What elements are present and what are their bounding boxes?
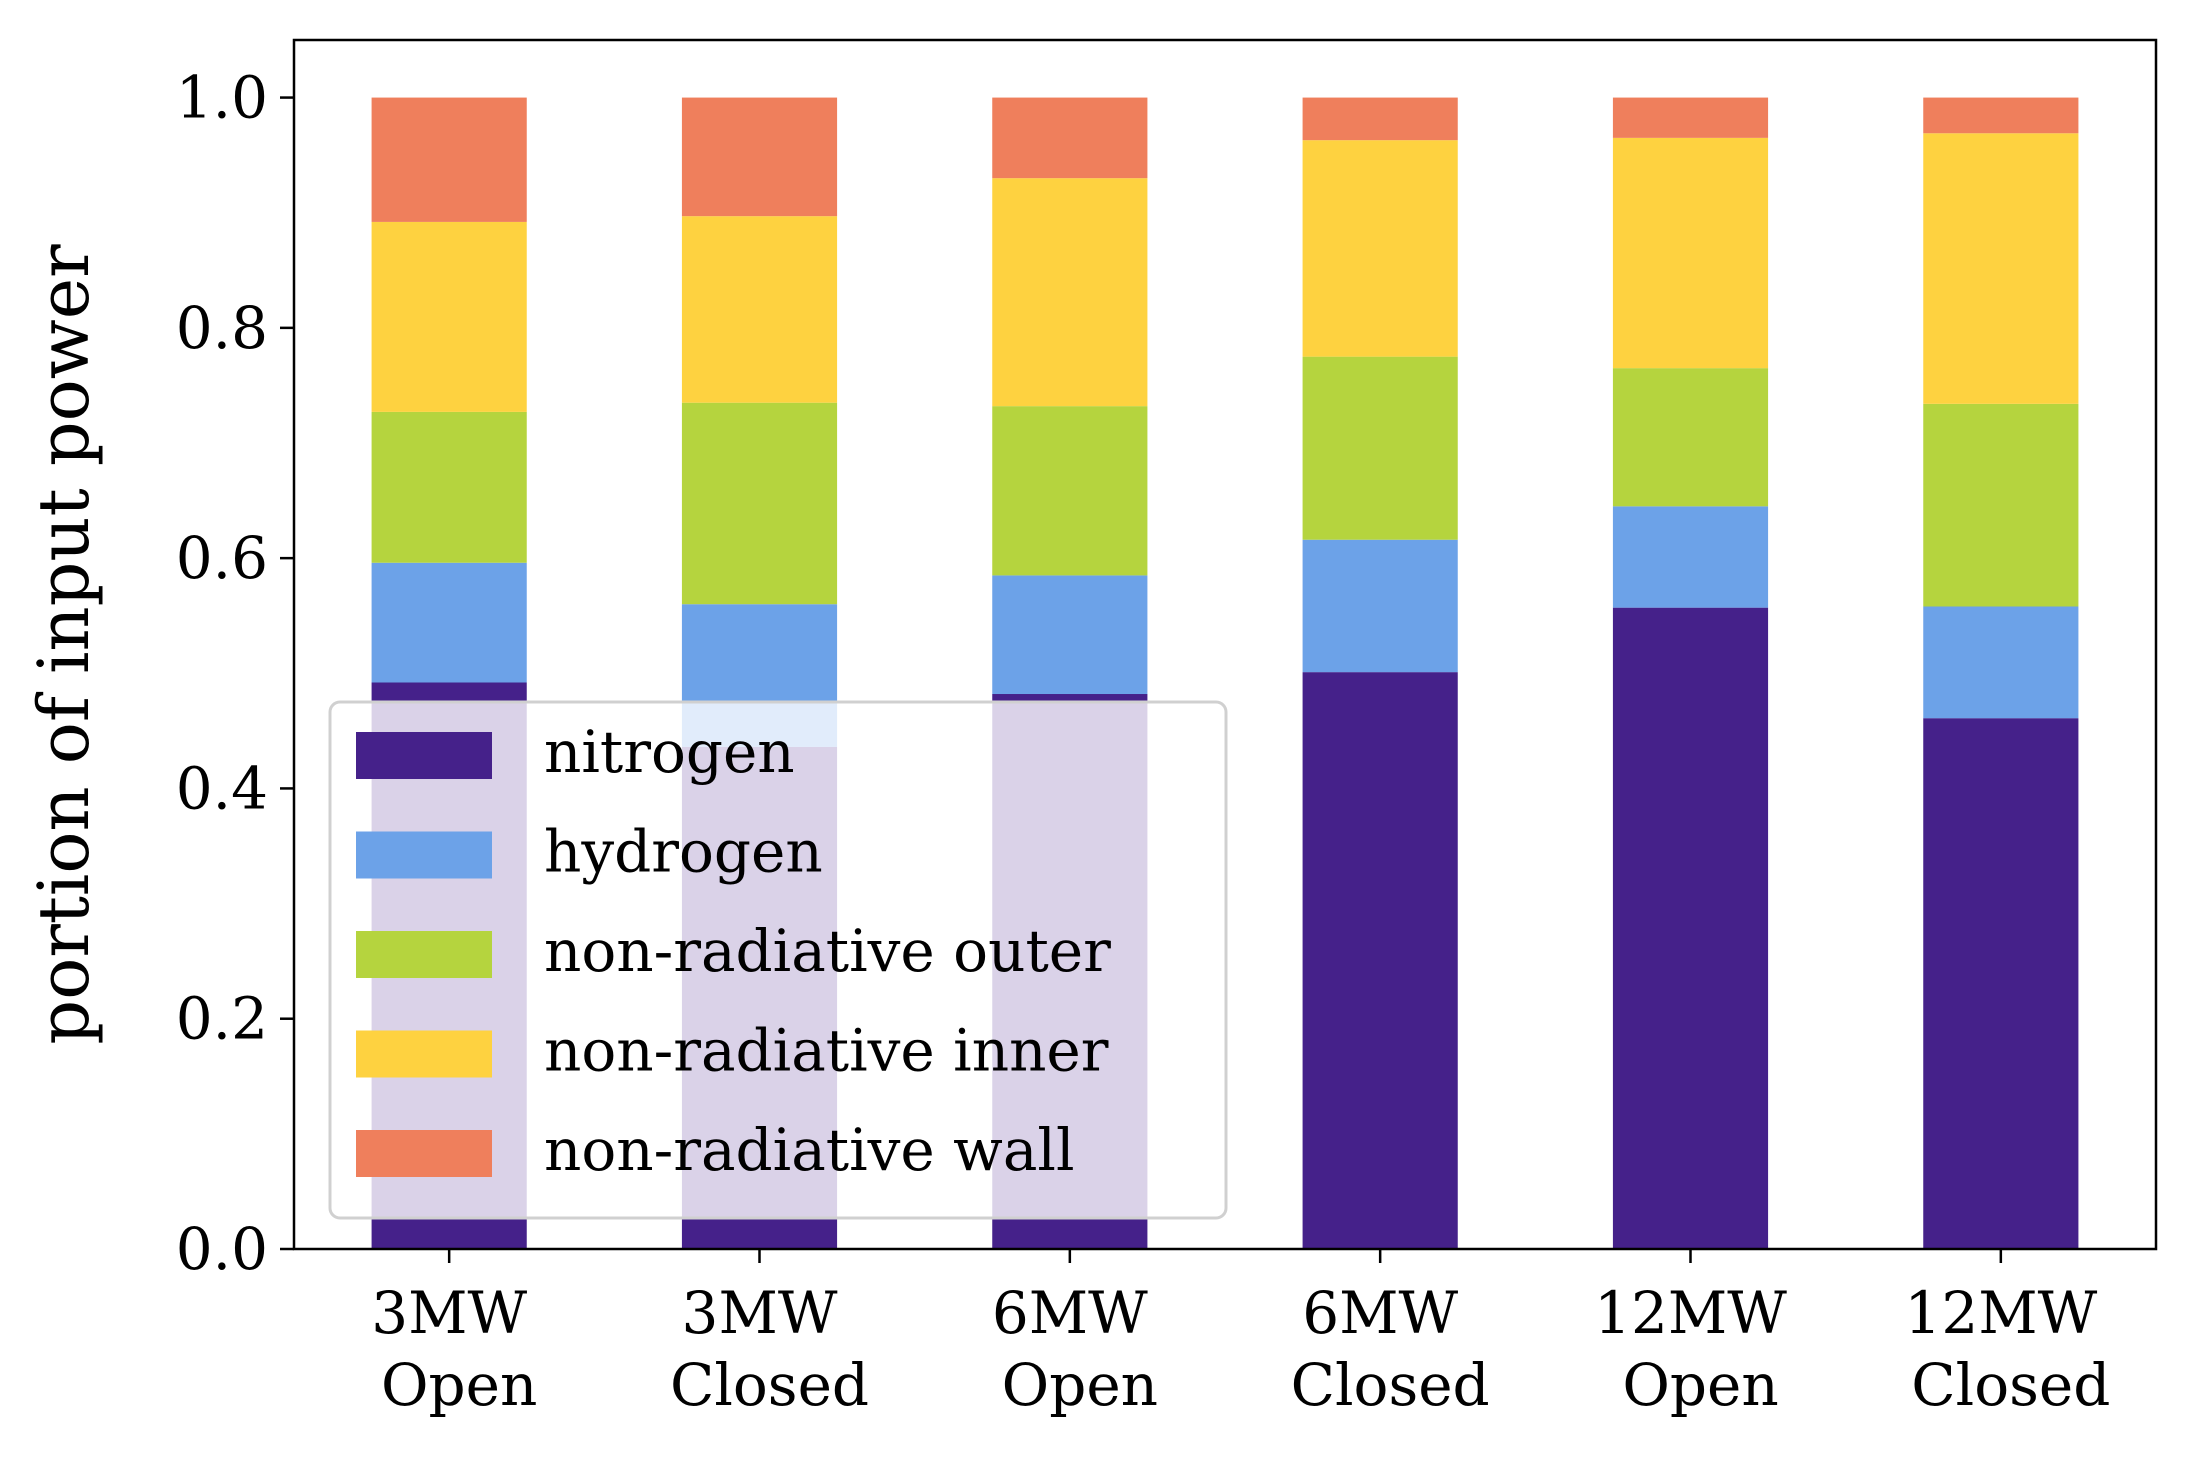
bar-non-radiative-wall-2	[992, 97, 1148, 179]
bar-non-radiative-wall-3	[1302, 97, 1458, 141]
legend-label-nitrogen: nitrogen	[544, 718, 795, 786]
bar-non-radiative-outer-5	[1923, 403, 2079, 607]
y-tick-label: 0.0	[176, 1215, 268, 1283]
x-tick-label: 3MW	[682, 1279, 838, 1347]
bar-non-radiative-wall-0	[371, 97, 527, 222]
bar-nitrogen-5	[1923, 718, 2079, 1249]
legend: nitrogen hydrogen non-radiative outer non-r…	[328, 700, 1228, 1220]
y-tick-label: 0.4	[176, 754, 268, 822]
bar-hydrogen-4	[1612, 506, 1769, 608]
legend-label-hydrogen: hydrogen	[544, 818, 823, 886]
legend-label-non-radiative-wall: non-radiative wall	[544, 1116, 1075, 1184]
y-tick-label: 0.2	[176, 985, 268, 1053]
bar-non-radiative-inner-0	[371, 221, 527, 412]
bar-non-radiative-outer-2	[992, 406, 1148, 576]
legend-swatch-nitrogen	[356, 732, 492, 779]
bar-nitrogen-3	[1302, 672, 1458, 1249]
legend-label-non-radiative-inner: non-radiative inner	[544, 1017, 1109, 1085]
x-tick-label: 6MW	[992, 1279, 1148, 1347]
bar-non-radiative-inner-5	[1923, 133, 2079, 404]
x-tick-label: Open	[1002, 1351, 1158, 1419]
x-tick-label: Closed	[1911, 1351, 2110, 1419]
y-tick-label: 0.6	[176, 524, 268, 592]
bar-non-radiative-inner-3	[1302, 140, 1458, 357]
y-tick-label: 0.8	[176, 294, 268, 362]
x-tick-label: 3MW	[371, 1279, 527, 1347]
x-axis: 3MWOpen3MWClosed6MWOpen6MWClosed12MWOpen…	[371, 1249, 2110, 1419]
bar-non-radiative-wall-5	[1923, 97, 2079, 134]
x-tick-label: 12MW	[1904, 1279, 2097, 1347]
plot-frame	[292, 38, 2158, 1251]
x-tick-label: Open	[381, 1351, 537, 1419]
x-tick-label: Open	[1622, 1351, 1778, 1419]
legend-swatch-non-radiative-outer	[356, 931, 492, 978]
bar-non-radiative-inner-2	[992, 178, 1148, 407]
bar-non-radiative-wall-4	[1612, 97, 1769, 138]
legend-swatch-non-radiative-wall	[356, 1130, 492, 1177]
x-tick-label: 6MW	[1302, 1279, 1458, 1347]
bar-non-radiative-outer-1	[681, 402, 838, 605]
bar-non-radiative-wall-1	[681, 97, 838, 217]
y-tick-label: 1.0	[176, 64, 268, 132]
bar-hydrogen-2	[992, 575, 1148, 695]
bar-hydrogen-3	[1302, 539, 1458, 673]
legend-label-non-radiative-outer: non-radiative outer	[544, 917, 1111, 985]
legend-swatch-hydrogen	[356, 831, 492, 879]
bar-non-radiative-outer-0	[371, 411, 527, 563]
bar-non-radiative-inner-4	[1612, 137, 1769, 369]
x-tick-label: Closed	[670, 1351, 869, 1419]
bar-hydrogen-0	[371, 562, 527, 683]
bar-non-radiative-outer-4	[1612, 368, 1769, 507]
legend-swatch-non-radiative-inner	[356, 1030, 492, 1078]
bar-non-radiative-inner-1	[681, 216, 838, 403]
bar-hydrogen-5	[1923, 606, 2079, 719]
y-axis: 0.0 0.2 0.4 0.6 0.8 1.0	[176, 64, 294, 1283]
x-tick-label: 12MW	[1594, 1279, 1787, 1347]
bar-nitrogen-4	[1612, 607, 1769, 1249]
y-axis-label: portion of input power	[23, 244, 105, 1045]
x-tick-label: Closed	[1291, 1351, 1490, 1419]
legend-box	[328, 700, 1228, 1220]
bar-non-radiative-outer-3	[1302, 356, 1458, 540]
